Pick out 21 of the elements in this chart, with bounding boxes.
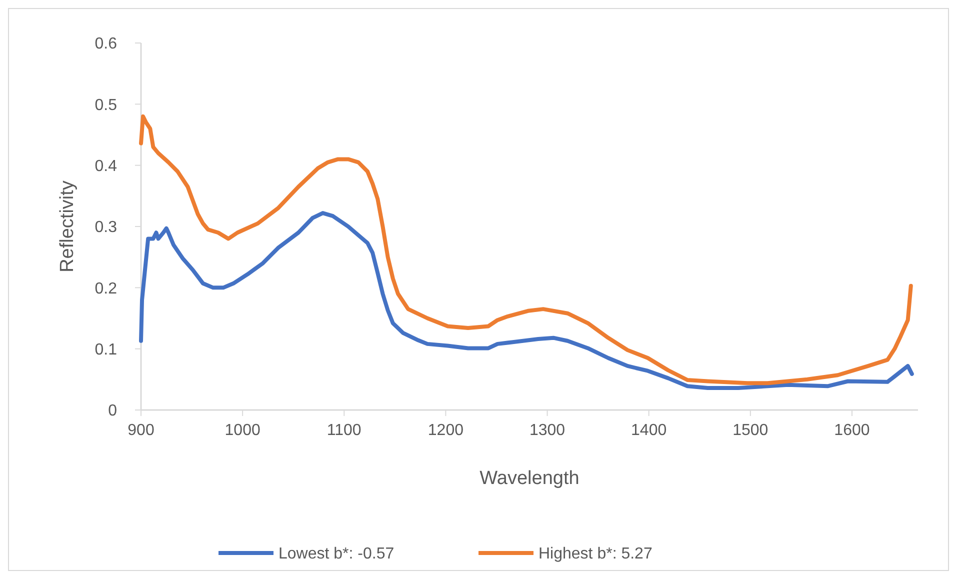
y-tick-label: 0.2 [94,280,118,298]
x-tick-label: 1100 [326,422,362,439]
legend-label: Highest b*: 5.27 [538,546,652,563]
line-series [139,211,914,390]
x-axis-title: Wavelength [480,468,580,489]
legend-label: Lowest b*: -0.57 [278,546,394,563]
y-tick-label: 0.1 [94,341,118,358]
y-tick-label: 0.3 [94,219,118,236]
y-tick-label: 0.6 [94,36,118,53]
x-tick-label: 1300 [529,422,566,439]
x-tick-label: 1200 [428,422,464,439]
x-tick-label: 1600 [834,422,870,439]
y-tick-label: 0.5 [94,96,118,114]
y-tick-label: 0 [108,402,118,420]
x-tick-label: 1500 [732,422,768,439]
x-tick-label: 1000 [224,422,260,439]
x-tick-label: 1400 [631,422,667,439]
y-axis-title: Reflectivity [57,180,78,272]
x-tick-label: 900 [128,422,154,439]
line-series [139,114,913,386]
y-tick-label: 0.4 [94,158,118,175]
